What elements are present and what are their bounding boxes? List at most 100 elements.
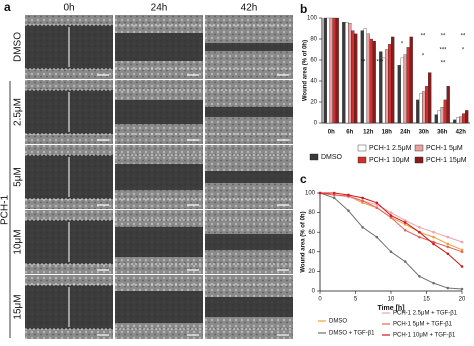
bar: [363, 28, 367, 124]
x-tick-label: 6h: [346, 130, 353, 136]
significance: **: [421, 34, 426, 40]
data-point: [403, 223, 407, 226]
bar: [369, 38, 373, 124]
row-label: 2.5μM: [13, 98, 24, 126]
column-label: 0h: [63, 3, 74, 14]
x-tick-label: 18h: [382, 130, 393, 136]
bar: [425, 86, 429, 124]
bar: [453, 119, 457, 124]
x-tick-label: 0: [318, 297, 322, 303]
bar: [345, 22, 349, 124]
x-axis-title: Time [h]: [377, 305, 404, 312]
legend-label: PCH-1 15μM: [426, 157, 467, 164]
data-point: [389, 250, 393, 254]
legend-label: PCH-1 10μM + TGF-β1: [393, 333, 456, 339]
bar: [434, 114, 438, 124]
bar: [351, 30, 355, 124]
wound-gap: [115, 164, 203, 190]
bar: [342, 22, 346, 124]
x-tick-label: 30h: [419, 130, 430, 136]
significance: *: [462, 48, 465, 54]
data-point: [389, 211, 393, 214]
wound-gap: [205, 297, 293, 317]
bar: [360, 30, 364, 124]
x-tick-label: 15: [423, 297, 430, 303]
data-point: [361, 226, 364, 229]
bar: [332, 17, 336, 124]
y-tick-label: 0: [312, 289, 316, 295]
bar: [443, 99, 447, 124]
data-point: [432, 281, 435, 285]
bar: [422, 91, 426, 124]
data-point: [432, 242, 435, 246]
data-point: [375, 203, 379, 207]
bar: [400, 57, 404, 124]
legend-label: PCH-1 10μM: [369, 157, 410, 164]
legend-label: PCH-1 5μM + TGF-β1: [393, 322, 453, 328]
bar: [446, 86, 450, 124]
bar: [335, 17, 339, 124]
data-point: [375, 201, 379, 205]
y-tick-label: 20: [310, 100, 317, 106]
y-axis-title: Wound area (% of 0h): [303, 40, 309, 101]
legend-swatch: [357, 144, 367, 152]
bar: [354, 33, 358, 124]
bar: [416, 99, 420, 124]
data-point: [332, 196, 336, 200]
data-point: [361, 201, 364, 205]
panel-label: b: [300, 2, 307, 16]
bar: [329, 17, 333, 124]
wound-gap: [205, 107, 293, 117]
bar: [388, 44, 392, 124]
data-point: [375, 206, 379, 209]
data-point: [460, 287, 464, 291]
y-tick-label: 40: [310, 79, 317, 85]
x-tick-label: 0h: [328, 130, 335, 136]
wound-gap: [205, 234, 293, 250]
x-tick-label: 20: [459, 297, 466, 303]
legend-label: DMSO: [329, 319, 347, 325]
data-point: [460, 240, 464, 244]
data-point: [347, 193, 350, 197]
series-line: [319, 192, 463, 253]
row-label: 15μM: [13, 294, 24, 319]
bar: [456, 117, 460, 124]
data-point: [460, 265, 464, 268]
bar: [462, 113, 466, 124]
data-point: [418, 275, 421, 278]
data-point: [460, 248, 464, 252]
data-point: [318, 191, 322, 195]
data-point: [446, 286, 450, 290]
data-point: [403, 228, 407, 232]
data-point: [332, 191, 336, 195]
bar: [437, 110, 441, 124]
data-point: [347, 209, 350, 212]
data-point: [403, 260, 407, 263]
y-tick-label: 80: [310, 37, 317, 43]
data-point: [418, 230, 421, 234]
panel-label: a: [4, 0, 11, 14]
bar: [409, 36, 413, 124]
bar: [366, 33, 370, 124]
data-point: [432, 240, 435, 244]
significance: ***: [439, 48, 447, 54]
legend-swatch: [357, 156, 367, 164]
group-label: PCH-1: [0, 195, 11, 225]
bar: [440, 107, 444, 124]
y-tick-label: 20: [308, 269, 315, 275]
wound-gap: [115, 100, 203, 124]
y-tick-label: 60: [310, 58, 317, 64]
data-point: [418, 235, 421, 239]
legend-swatch: [309, 153, 319, 161]
bar: [323, 17, 327, 124]
bar: [372, 40, 376, 124]
bar: [348, 23, 352, 124]
x-tick-label: 12h: [363, 130, 374, 136]
data-point: [361, 196, 364, 200]
significance: **: [441, 61, 446, 67]
data-point: [432, 235, 435, 239]
column-label: 24h: [151, 3, 168, 14]
wound-gap: [205, 43, 293, 51]
y-tick-label: 100: [305, 191, 316, 197]
